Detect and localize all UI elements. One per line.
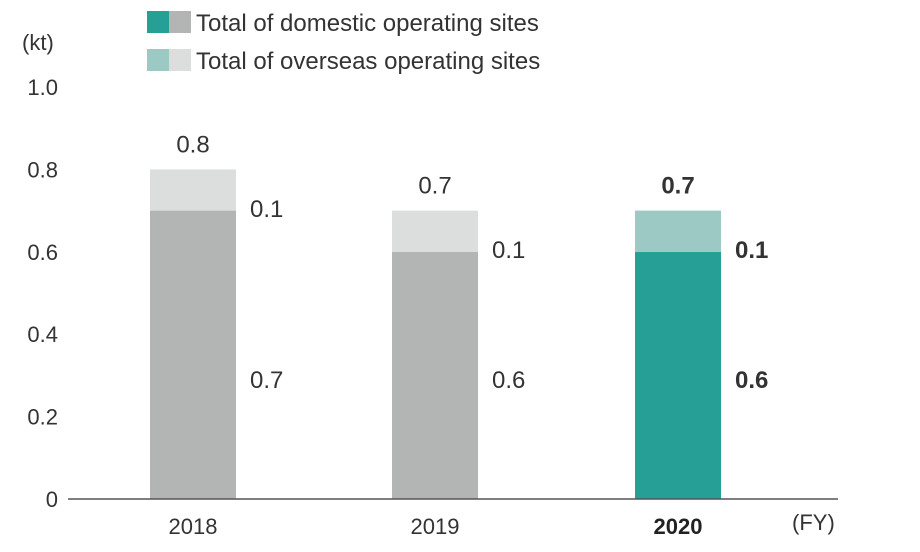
legend-swatch-domestic-other [169,11,191,33]
x-tick-label-2019: 2019 [411,514,460,539]
y-axis: 0 0.2 0.4 0.6 0.8 1.0 [27,75,58,512]
y-tick-label: 0.2 [27,405,58,430]
y-tick-label: 0.8 [27,157,58,182]
legend-swatch-overseas-highlight [147,49,169,71]
legend-label-domestic: Total of domestic operating sites [196,10,539,37]
domestic-label-2019: 0.6 [492,367,525,394]
plot-area: 0.8 0.1 0.7 0.7 0.1 0.6 0.7 0.1 0.6 [150,131,768,499]
legend-swatch-domestic-highlight [147,11,169,33]
total-label-2019: 0.7 [418,173,451,200]
overseas-label-2019: 0.1 [492,237,525,264]
y-axis-unit: (kt) [22,30,54,55]
y-tick-label: 0.6 [27,240,58,265]
legend-swatch-overseas-other [169,49,191,71]
x-tick-label-2020: 2020 [654,514,703,539]
bar-overseas-2020 [635,210,721,252]
x-axis-unit: (FY) [792,510,835,535]
bar-domestic-2020 [635,251,721,499]
y-tick-label: 0 [46,487,58,512]
y-tick-label: 0.4 [27,322,58,347]
total-label-2018: 0.8 [176,131,209,158]
domestic-label-2018: 0.7 [250,367,283,394]
bar-domestic-2018 [150,210,236,499]
bar-domestic-2019 [392,251,478,499]
x-tick-label-2018: 2018 [169,514,218,539]
total-label-2020: 0.7 [661,173,694,200]
legend: Total of domestic operating sites Total o… [147,10,540,75]
legend-label-overseas: Total of overseas operating sites [196,48,540,75]
y-tick-label: 1.0 [27,75,58,100]
overseas-label-2018: 0.1 [250,196,283,223]
domestic-label-2020: 0.6 [735,367,768,394]
x-axis: 2018 2019 2020 [169,514,703,539]
overseas-label-2020: 0.1 [735,237,768,264]
bar-overseas-2019 [392,210,478,252]
bar-overseas-2018 [150,169,236,211]
